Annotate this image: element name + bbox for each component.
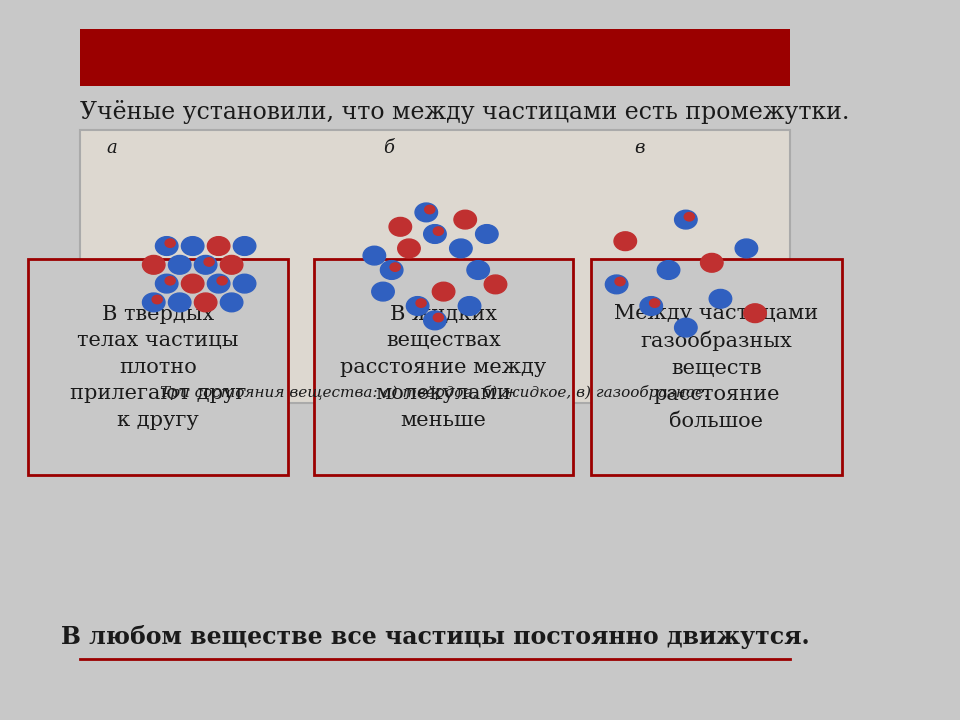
Circle shape	[398, 220, 409, 228]
Circle shape	[624, 234, 634, 243]
Circle shape	[204, 258, 214, 266]
Circle shape	[165, 239, 176, 248]
Circle shape	[194, 293, 217, 312]
Circle shape	[684, 212, 694, 221]
Circle shape	[675, 318, 697, 337]
Circle shape	[709, 289, 732, 308]
Circle shape	[390, 263, 400, 271]
Circle shape	[194, 256, 217, 274]
Circle shape	[432, 282, 455, 301]
Circle shape	[142, 256, 165, 274]
Circle shape	[217, 276, 228, 285]
Circle shape	[467, 261, 490, 279]
Circle shape	[168, 256, 191, 274]
Circle shape	[168, 293, 191, 312]
Circle shape	[710, 256, 720, 264]
Circle shape	[484, 275, 507, 294]
Circle shape	[406, 297, 429, 315]
Circle shape	[458, 297, 481, 315]
Circle shape	[372, 282, 395, 301]
Circle shape	[433, 313, 444, 322]
Circle shape	[207, 237, 229, 256]
Text: в: в	[634, 138, 644, 157]
Circle shape	[416, 299, 426, 307]
Circle shape	[152, 295, 162, 304]
Circle shape	[640, 297, 662, 315]
Circle shape	[380, 261, 403, 279]
Circle shape	[181, 237, 204, 256]
Circle shape	[454, 210, 476, 229]
Circle shape	[389, 217, 412, 236]
Circle shape	[493, 277, 504, 286]
Text: Три состояния вещества: а) твёрдое, б) жидкое, в) газообразное.: Три состояния вещества: а) твёрдое, б) ж…	[160, 385, 709, 400]
Circle shape	[207, 274, 229, 293]
Circle shape	[475, 225, 498, 243]
Text: В любом веществе все частицы постоянно движутся.: В любом веществе все частицы постоянно д…	[60, 625, 809, 649]
FancyBboxPatch shape	[314, 259, 573, 475]
Circle shape	[407, 241, 418, 250]
Circle shape	[658, 261, 680, 279]
Circle shape	[615, 277, 625, 286]
Circle shape	[424, 205, 435, 214]
Circle shape	[363, 246, 386, 265]
Circle shape	[614, 232, 636, 251]
Circle shape	[156, 274, 178, 293]
Circle shape	[156, 237, 178, 256]
Circle shape	[165, 276, 176, 285]
Circle shape	[415, 203, 438, 222]
FancyBboxPatch shape	[28, 259, 288, 475]
Circle shape	[204, 295, 214, 304]
Circle shape	[423, 311, 446, 330]
Text: а: а	[107, 138, 117, 157]
FancyBboxPatch shape	[590, 259, 842, 475]
Circle shape	[701, 253, 723, 272]
Text: Учёные установили, что между частицами есть промежутки.: Учёные установили, что между частицами е…	[81, 99, 850, 124]
Text: б: б	[383, 138, 394, 157]
Text: Между частицами
газообразных
веществ
расстояние
большое: Между частицами газообразных веществ рас…	[614, 304, 818, 431]
Circle shape	[181, 274, 204, 293]
Circle shape	[217, 239, 228, 248]
Circle shape	[397, 239, 420, 258]
Text: В твердых
телах частицы
плотно
прилегают друг
к другу: В твердых телах частицы плотно прилегают…	[70, 305, 247, 430]
FancyBboxPatch shape	[81, 130, 790, 403]
Text: В жидких
веществах
расстояние между
молекулами
меньше: В жидких веществах расстояние между моле…	[341, 305, 546, 430]
Circle shape	[221, 256, 243, 274]
Circle shape	[735, 239, 757, 258]
Circle shape	[675, 210, 697, 229]
Circle shape	[744, 304, 766, 323]
Circle shape	[152, 258, 162, 266]
Circle shape	[449, 239, 472, 258]
Circle shape	[221, 293, 243, 312]
Circle shape	[606, 275, 628, 294]
FancyBboxPatch shape	[81, 29, 790, 86]
Circle shape	[650, 299, 660, 307]
Circle shape	[433, 227, 444, 235]
Circle shape	[423, 225, 446, 243]
Circle shape	[233, 274, 255, 293]
Circle shape	[233, 237, 255, 256]
Circle shape	[142, 293, 165, 312]
